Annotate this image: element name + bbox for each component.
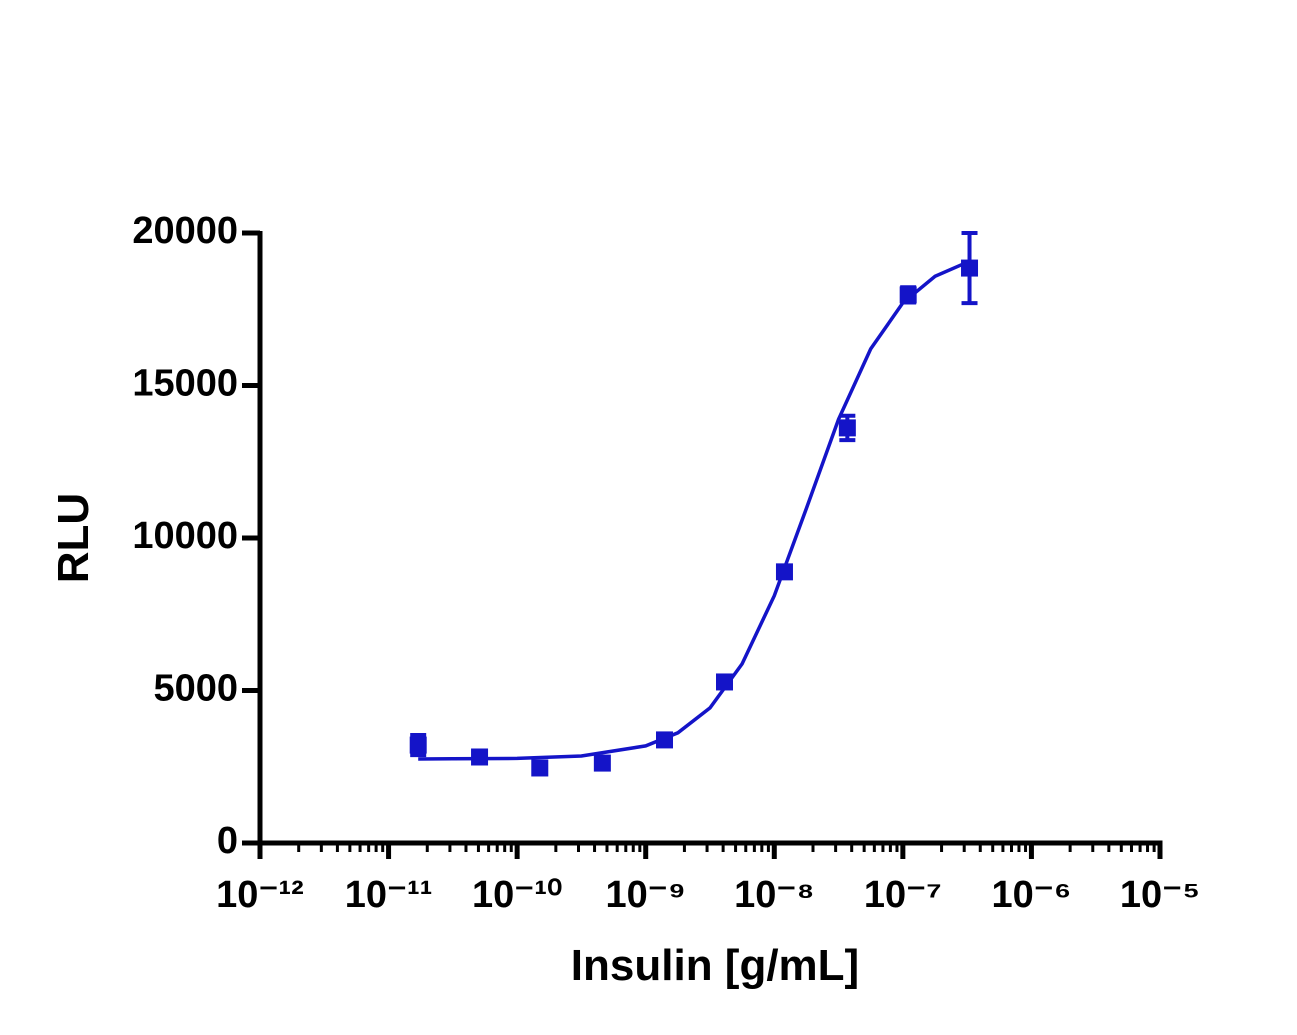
x-tick-label: 10⁻¹¹ [345,874,433,916]
y-axis-title: RLU [49,493,98,583]
y-tick-label: 10000 [132,515,238,557]
y-tick-label: 15000 [132,363,238,405]
data-point [838,419,856,437]
data-point [961,259,979,277]
data-point [775,563,793,581]
y-tick-label: 0 [217,820,238,862]
x-tick-label: 10⁻⁹ [606,874,686,916]
data-point [593,754,611,772]
x-tick-label: 10⁻⁷ [864,874,942,916]
data-point [656,731,674,749]
fit-curve [418,260,968,761]
y-tick-label: 20000 [132,210,238,252]
x-tick-label: 10⁻⁶ [992,874,1072,916]
x-tick-label: 10⁻⁵ [1120,874,1200,916]
x-axis-title: Insulin [g/mL] [571,941,859,990]
data-point [409,736,427,754]
data-point [531,759,549,777]
y-tick-label: 5000 [153,668,238,710]
x-tick-label: 10⁻¹⁰ [472,874,562,916]
x-tick-label: 10⁻⁸ [734,874,814,916]
data-point [471,748,489,766]
x-tick-label: 10⁻¹² [216,874,304,916]
data-point [899,286,917,304]
data-point [716,673,734,691]
